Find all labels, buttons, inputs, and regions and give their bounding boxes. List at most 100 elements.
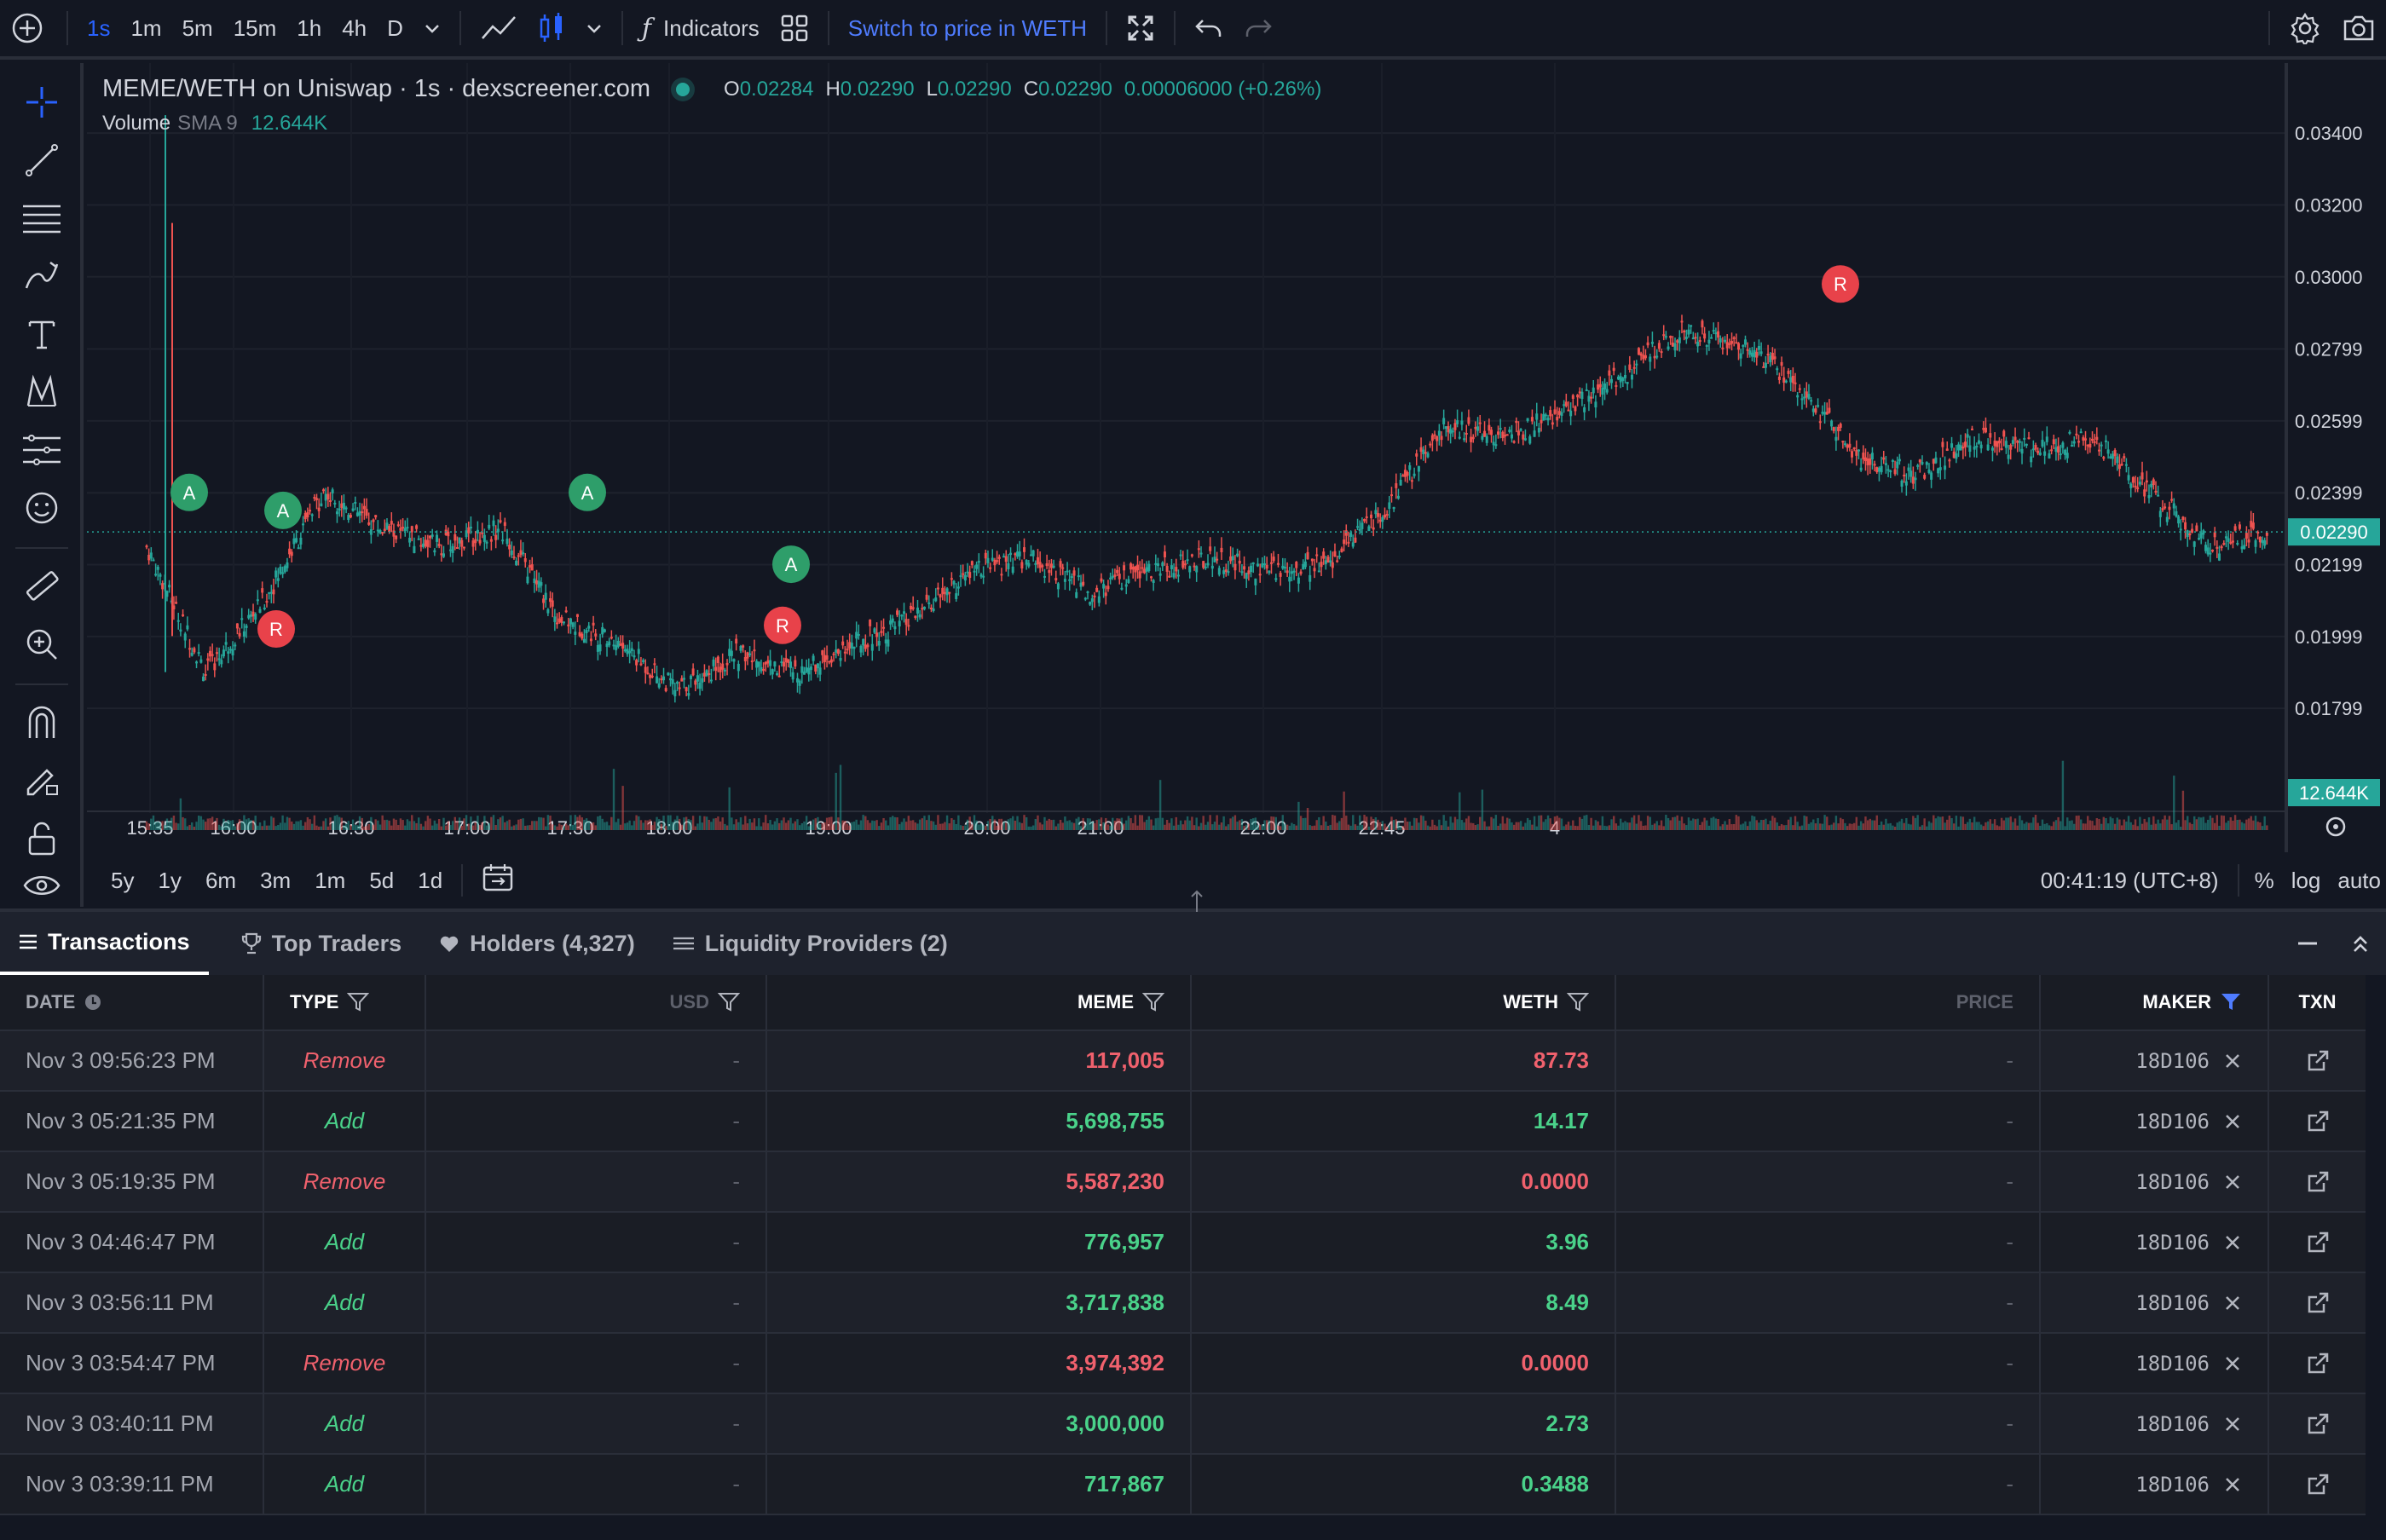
tab-top-traders[interactable]: Top Traders [222,912,421,975]
brush-tool[interactable] [0,251,84,302]
hide-drawings-tool[interactable] [0,864,84,907]
stay-drawing-tool[interactable] [0,755,84,806]
txn-cell[interactable] [2269,1092,2366,1151]
date-column-header[interactable]: DATE [0,975,264,1030]
maximize-panel-button[interactable] [2340,912,2386,975]
external-link-icon[interactable] [2306,1170,2330,1194]
candle-chart-type-button[interactable] [528,0,575,58]
txn-cell[interactable] [2269,1455,2366,1514]
layouts-button[interactable] [770,0,819,58]
table-row[interactable]: Nov 3 05:19:35 PM Remove -5,587,230 0.0000-… [0,1152,2366,1213]
table-row[interactable]: Nov 3 03:54:47 PM Remove -3,974,392 0.0000-… [0,1334,2366,1394]
settings-button[interactable] [2279,0,2331,58]
maker-address[interactable]: 18D106 [2135,1048,2210,1073]
external-link-icon[interactable] [2306,1291,2330,1315]
trend-line-tool[interactable] [0,135,84,186]
maker-address[interactable]: 18D106 [2135,1411,2210,1436]
remove-liquidity-marker[interactable] [764,606,801,644]
line-chart-type-button[interactable] [470,0,528,58]
indicators-button[interactable]: ƒ Indicators [632,0,770,58]
goto-date-button[interactable] [470,862,526,899]
tab-holders[interactable]: Holders (4,327) [420,912,654,975]
icon-tool[interactable] [0,482,84,534]
maker-address[interactable]: 18D106 [2135,1230,2210,1254]
tab-transactions[interactable]: Transactions [0,912,209,975]
exclude-maker-icon[interactable] [2223,1233,2242,1252]
exclude-maker-icon[interactable] [2223,1354,2242,1373]
redo-button[interactable] [1233,0,1283,58]
txn-cell[interactable] [2269,1334,2366,1393]
pattern-tool[interactable] [0,366,84,418]
maker-address[interactable]: 18D106 [2135,1290,2210,1315]
switch-price-button[interactable]: Switch to price in WETH [847,14,1088,41]
exclude-maker-icon[interactable] [2223,1294,2242,1312]
add-liquidity-marker[interactable] [170,473,208,511]
range-button[interactable]: 6m [205,867,237,893]
range-button[interactable]: 5y [111,867,135,893]
fib-tool[interactable] [0,193,84,244]
exclude-maker-icon[interactable] [2223,1475,2242,1494]
table-row[interactable]: Nov 3 03:39:11 PM Add -717,867 0.3488-18D10… [0,1455,2366,1515]
timeframe-dropdown-button[interactable] [413,0,451,58]
screenshot-button[interactable] [2331,0,2386,58]
external-link-icon[interactable] [2306,1473,2330,1497]
table-row[interactable]: Nov 3 04:46:47 PM Add -776,957 3.96-18D106 [0,1213,2366,1273]
zoom-tool[interactable] [0,619,84,670]
range-button[interactable]: 1y [158,867,182,893]
magnet-tool[interactable] [0,697,84,748]
txn-cell[interactable] [2269,1394,2366,1453]
timeframe-button[interactable]: 1s [87,14,111,41]
undo-button[interactable] [1184,0,1233,58]
maker-address[interactable]: 18D106 [2135,1351,2210,1376]
exclude-maker-icon[interactable] [2223,1112,2242,1131]
maker-cell[interactable]: 18D106 [2041,1334,2269,1393]
maker-cell[interactable]: 18D106 [2041,1213,2269,1272]
add-liquidity-marker[interactable] [772,545,810,584]
add-liquidity-marker[interactable] [569,473,606,511]
exclude-maker-icon[interactable] [2223,1173,2242,1191]
type-column-header[interactable]: TYPE [264,975,426,1030]
external-link-icon[interactable] [2306,1352,2330,1376]
timeframe-button[interactable]: 1h [297,14,322,41]
exclude-maker-icon[interactable] [2223,1052,2242,1070]
table-row[interactable]: Nov 3 03:56:11 PM Add -3,717,838 8.49-18D10… [0,1273,2366,1334]
range-button[interactable]: 1m [315,867,346,893]
log-scale-button[interactable]: log [2291,867,2321,893]
auto-scale-button[interactable]: auto [2337,867,2381,893]
external-link-icon[interactable] [2306,1231,2330,1254]
tab-liquidity-providers[interactable]: Liquidity Providers (2) [654,912,967,975]
table-row[interactable]: Nov 3 09:56:23 PM Remove -117,005 87.73-18D… [0,1031,2366,1092]
crosshair-tool[interactable] [0,77,84,128]
measure-tool[interactable] [0,561,84,612]
maker-address[interactable]: 18D106 [2135,1472,2210,1497]
minimize-panel-button[interactable] [2285,912,2340,975]
table-row[interactable]: Nov 3 05:21:35 PM Add -5,698,755 14.17-18D1… [0,1092,2366,1152]
forecast-tool[interactable] [0,424,84,476]
maker-address[interactable]: 18D106 [2135,1109,2210,1133]
weth-column-header[interactable]: WETH [1192,975,1616,1030]
timeframe-button[interactable]: 5m [182,14,213,41]
external-link-icon[interactable] [2306,1412,2330,1436]
txn-cell[interactable] [2269,1273,2366,1332]
chart-type-dropdown-button[interactable] [575,0,613,58]
range-button[interactable]: 5d [369,867,395,893]
range-button[interactable]: 3m [260,867,292,893]
timeframe-button[interactable]: D [387,14,403,41]
percent-scale-button[interactable]: % [2254,867,2274,893]
external-link-icon[interactable] [2306,1110,2330,1133]
maker-cell[interactable]: 18D106 [2041,1455,2269,1514]
timeframe-button[interactable]: 1m [130,14,162,41]
txn-cell[interactable] [2269,1152,2366,1211]
maker-address[interactable]: 18D106 [2135,1169,2210,1194]
txn-cell[interactable] [2269,1031,2366,1090]
chart-canvas[interactable]: 0.034000.032000.030000.027990.025990.023… [87,63,2386,852]
meme-column-header[interactable]: MEME [767,975,1192,1030]
lock-drawings-tool[interactable] [0,813,84,864]
axis-settings-icon[interactable] [2325,816,2346,837]
exclude-maker-icon[interactable] [2223,1415,2242,1433]
maker-cell[interactable]: 18D106 [2041,1394,2269,1453]
text-tool[interactable] [0,309,84,360]
maker-cell[interactable]: 18D106 [2041,1092,2269,1151]
external-link-icon[interactable] [2306,1049,2330,1073]
add-symbol-button[interactable] [0,0,58,58]
